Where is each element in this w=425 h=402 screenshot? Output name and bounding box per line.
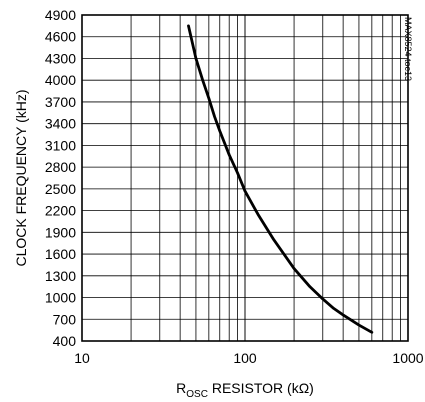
curve-layer xyxy=(187,24,374,334)
x-axis-title-subscript: OSC xyxy=(186,389,208,400)
chart-id-annotation: MAX8524 toc13 xyxy=(403,17,413,81)
y-tick-label: 4300 xyxy=(45,50,76,66)
y-tick-labels: 400 700 1000 1300 1600 1900 2200 2500 2800 3100 34… xyxy=(45,7,76,349)
y-tick-label: 4900 xyxy=(45,7,76,23)
y-axis-title: CLOCK FREQUENCY (kHz) xyxy=(13,89,29,266)
x-tick-label: 100 xyxy=(233,350,257,366)
y-tick-label: 3100 xyxy=(45,137,76,153)
y-tick-label: 1600 xyxy=(45,246,76,262)
x-axis-title-main: R xyxy=(176,380,186,396)
data-series-line xyxy=(187,24,374,334)
y-tick-label: 2800 xyxy=(45,159,76,175)
y-tick-label: 4000 xyxy=(45,72,76,88)
x-axis-title: ROSC RESISTOR (kΩ) xyxy=(176,380,314,400)
y-tick-label: 3700 xyxy=(45,94,76,110)
y-tick-label: 2200 xyxy=(45,203,76,219)
y-tick-label: 400 xyxy=(53,333,77,349)
y-tick-label: 700 xyxy=(53,311,77,327)
y-tick-label: 1300 xyxy=(45,268,76,284)
grid xyxy=(81,14,409,342)
x-axis-title-rest: RESISTOR (kΩ) xyxy=(208,380,314,396)
y-tick-label: 3400 xyxy=(45,116,76,132)
x-tick-label: 1000 xyxy=(392,350,423,366)
y-tick-label: 1000 xyxy=(45,290,76,306)
y-tick-label: 4600 xyxy=(45,29,76,45)
x-tick-label: 10 xyxy=(74,350,90,366)
y-tick-label: 1900 xyxy=(45,224,76,240)
x-tick-labels: 10 100 1000 xyxy=(74,350,424,366)
y-tick-label: 2500 xyxy=(45,181,76,197)
plot-frame xyxy=(81,14,409,342)
